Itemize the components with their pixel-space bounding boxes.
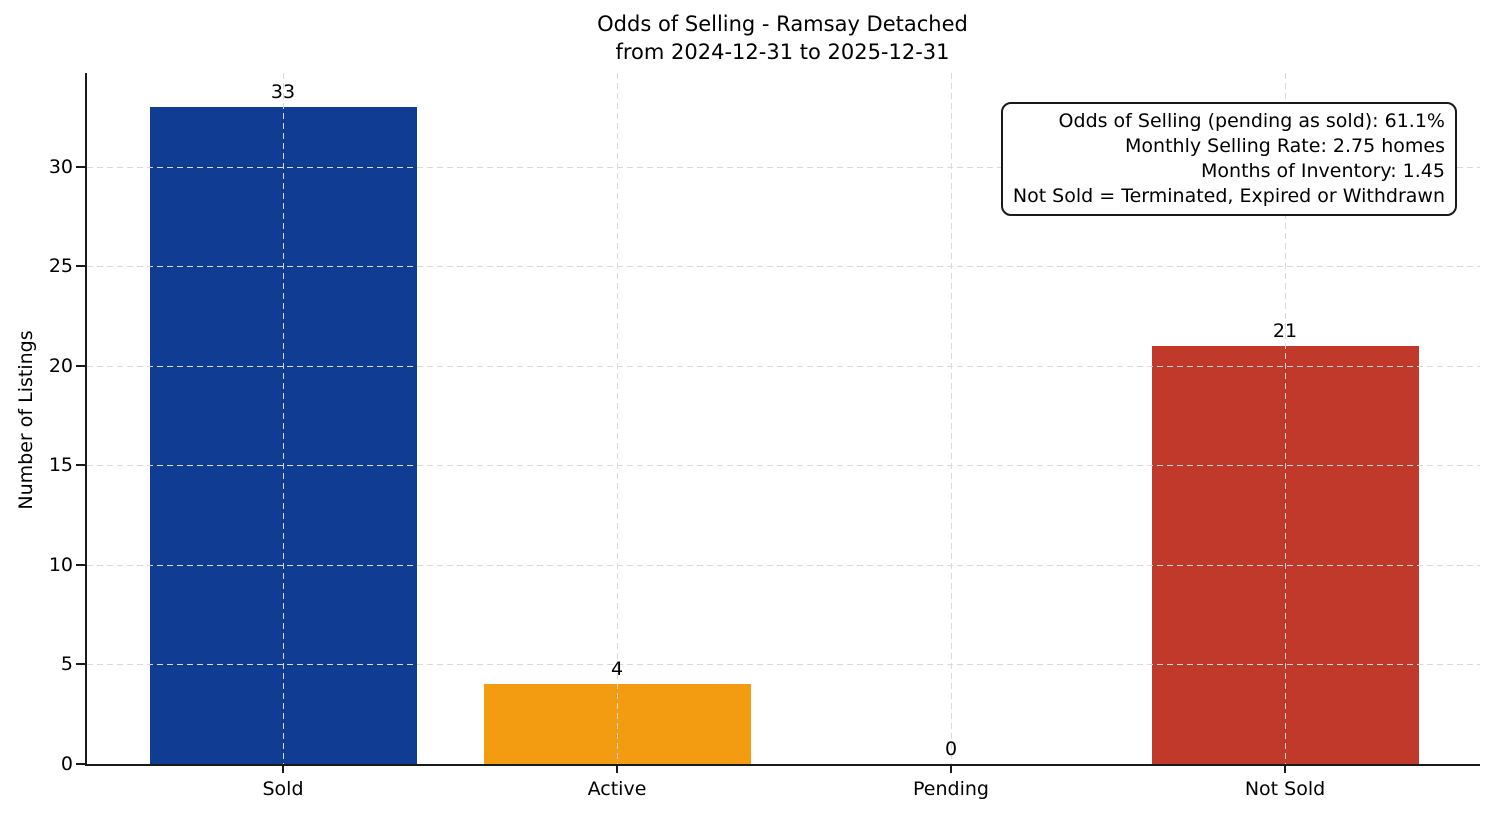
gridline-y-10	[87, 564, 1480, 566]
y-tick-mark-10	[76, 563, 85, 566]
x-tick-mark-pending	[950, 766, 952, 773]
y-tick-label-5: 5	[60, 653, 73, 676]
x-tick-mark-sold	[282, 766, 284, 773]
y-tick-label-30: 30	[48, 155, 73, 178]
plot-area: 33 4 0 21 0 5 10 15 20 25 30 Sold Active Pending Not S…	[49, 73, 1480, 800]
x-tick-label-not-sold: Not Sold	[1244, 778, 1326, 800]
y-tick-mark-25	[76, 265, 85, 268]
gridline-x-pending	[951, 73, 952, 764]
x-tick-label-active: Active	[587, 778, 647, 800]
annotation-months-of-inventory: Months of Inventory: 1.45	[1201, 160, 1445, 182]
gridline-x-sold	[283, 73, 284, 764]
gridline-y-25	[87, 266, 1480, 268]
x-tick-label-sold: Sold	[262, 778, 304, 800]
chart-title: Odds of Selling - Ramsay Detached from 2…	[85, 10, 1480, 66]
chart-title-line1: Odds of Selling - Ramsay Detached	[597, 12, 968, 36]
y-tick-label-20: 20	[48, 354, 73, 377]
stats-annotation-box: Odds of Selling (pending as sold): 61.1%…	[1000, 102, 1457, 216]
bar-value-label-not-sold: 21	[1272, 319, 1298, 342]
y-tick-label-10: 10	[48, 553, 73, 576]
bar-value-label-active: 4	[610, 658, 624, 681]
x-tick-label-pending: Pending	[913, 778, 989, 800]
bar-value-label-pending: 0	[944, 738, 958, 760]
gridline-y-15	[87, 465, 1480, 467]
annotation-monthly-selling-rate: Monthly Selling Rate: 2.75 homes	[1125, 135, 1445, 157]
y-tick-mark-0	[76, 763, 85, 765]
y-tick-mark-5	[76, 663, 85, 666]
y-tick-mark-30	[76, 165, 85, 168]
gridline-y-5	[87, 664, 1480, 666]
chart-title-line2: from 2024-12-31 to 2025-12-31	[615, 40, 950, 64]
y-tick-label-0: 0	[60, 753, 73, 775]
gridline-y-30	[87, 166, 1480, 168]
gridline-x-active	[617, 73, 618, 764]
bar-value-label-sold: 33	[270, 80, 296, 103]
annotation-not-sold-definition: Not Sold = Terminated, Expired or Withdr…	[1012, 185, 1445, 207]
annotation-odds-of-selling: Odds of Selling (pending as sold): 61.1%	[1058, 110, 1445, 132]
gridline-y-20	[87, 365, 1480, 367]
x-tick-mark-not-sold	[1284, 766, 1286, 773]
y-tick-mark-15	[76, 464, 85, 467]
gridline-x-not-sold	[1285, 73, 1286, 764]
x-tick-mark-active	[616, 766, 618, 773]
y-tick-label-15: 15	[48, 454, 73, 477]
y-tick-label-25: 25	[48, 255, 73, 278]
y-tick-mark-20	[76, 364, 85, 367]
